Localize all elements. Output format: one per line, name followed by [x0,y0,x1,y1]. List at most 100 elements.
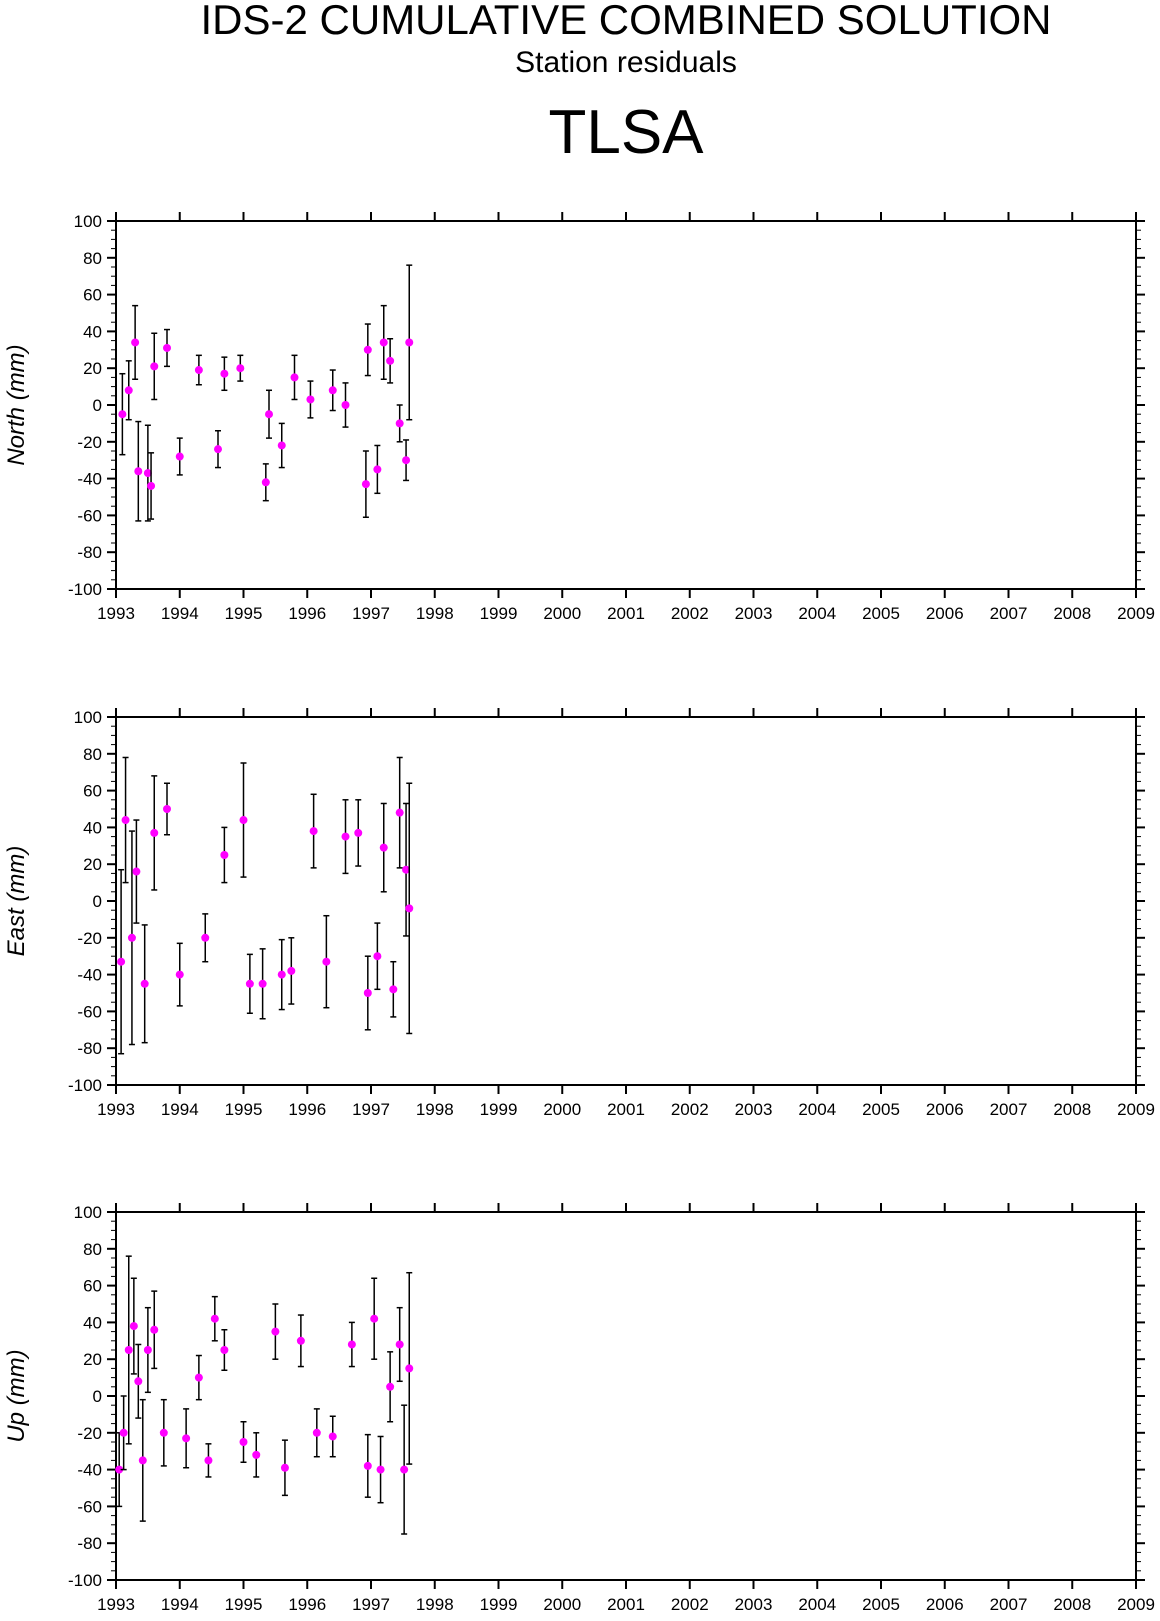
chart-panel-1: 1993 1994 1995 1996 1997 1998 1999 2000 2001 2002… [3,708,1155,1119]
y-tick-label: 60 [83,286,102,305]
x-tick-label: 2006 [926,1100,964,1119]
x-tick-label: 2001 [607,1100,645,1119]
x-tick-label: 2000 [543,604,581,623]
y-tick-label: 0 [93,892,102,911]
x-tick-label: 2002 [671,1595,709,1614]
data-point [210,1314,219,1323]
data-point [287,966,296,975]
x-tick-label: 1994 [161,1595,199,1614]
data-point [271,1327,280,1336]
data-point [134,1377,143,1386]
y-tick-label: 40 [83,1313,102,1332]
data-point [363,989,372,997]
data-point [194,366,203,375]
data-point [214,445,222,454]
y-tick-label: -40 [77,966,102,985]
x-tick-label: 1998 [416,1100,454,1119]
x-tick-label: 1993 [97,1100,135,1119]
data-point [175,970,184,979]
x-tick-label: 1999 [480,604,518,623]
y-tick-label: -100 [68,1076,102,1095]
y-tick-label: 100 [74,212,102,231]
data-point [373,465,382,474]
data-point [220,1346,229,1354]
data-point [252,1450,261,1459]
data-point [354,828,363,837]
data-point [405,338,414,347]
y-tick-label: -80 [77,543,102,562]
x-tick-label: 1994 [161,1100,199,1119]
chart-panel-0: 1993 1994 1995 1996 1997 1998 1999 2000 2001 2002… [3,212,1155,623]
data-point [376,1465,385,1474]
data-point [341,832,350,841]
data-point [363,345,372,354]
y-tick-label: -100 [68,580,102,599]
data-point [405,904,414,913]
y-tick-label: -80 [77,1039,102,1058]
x-tick-label: 2004 [798,1595,836,1614]
y-tick-label: -80 [77,1534,102,1553]
chart-panels: 1993 1994 1995 1996 1997 1998 1999 2000 2001 2002… [3,212,1155,1614]
data-point [290,373,299,382]
y-tick-label: -40 [77,1461,102,1480]
data-point [140,979,149,988]
data-point [118,410,127,419]
data-point [328,386,337,395]
data-point [261,478,270,487]
x-tick-label: 2002 [671,1100,709,1119]
x-tick-label: 2000 [543,1100,581,1119]
data-point [131,338,140,347]
x-tick-label: 2006 [926,604,964,623]
data-point [309,827,318,836]
x-tick-label: 2008 [1053,604,1091,623]
y-tick-label: 0 [93,1387,102,1406]
data-point [277,970,286,979]
data-point [347,1340,356,1349]
plot-frame [115,1211,1137,1581]
data-point [220,369,229,378]
x-tick-label: 1998 [416,604,454,623]
x-tick-label: 1995 [225,604,263,623]
data-point [236,364,245,373]
data-point [147,481,156,490]
y-tick-label: 0 [93,396,102,415]
y-tick-label: 20 [83,1350,102,1369]
y-axis-label: North (mm) [3,344,30,465]
x-tick-label: 2007 [990,1100,1028,1119]
data-point [389,985,398,994]
data-point [245,979,254,988]
data-point [115,1465,124,1474]
x-tick-label: 1996 [288,1595,326,1614]
data-point [306,395,315,404]
y-tick-label: -20 [77,929,102,948]
figure-title: IDS-2 CUMULATIVE COMBINED SOLUTION [201,0,1052,43]
x-tick-label: 2007 [990,604,1028,623]
data-point [379,338,388,347]
x-tick-label: 1993 [97,604,135,623]
data-point [386,1382,395,1391]
x-tick-label: 1997 [352,604,390,623]
data-point [119,1428,128,1437]
x-tick-label: 1993 [97,1595,135,1614]
y-tick-label: 80 [83,249,102,268]
data-point [328,1432,337,1441]
x-tick-label: 2005 [862,1595,900,1614]
data-point [239,816,248,825]
x-tick-label: 2008 [1053,1595,1091,1614]
y-tick-label: 60 [83,782,102,801]
y-axis-label: Up (mm) [3,1349,30,1442]
data-point [386,356,395,365]
data-point [379,843,388,852]
data-point [373,952,382,961]
data-point [402,456,411,465]
data-point [395,1340,404,1349]
x-tick-label: 2003 [735,604,773,623]
x-tick-label: 1997 [352,1100,390,1119]
data-point [163,343,171,352]
data-point [127,933,136,942]
y-tick-label: 60 [83,1277,102,1296]
x-tick-label: 2004 [798,1100,836,1119]
x-tick-label: 2005 [862,604,900,623]
data-point [143,469,152,478]
data-point [402,865,411,874]
